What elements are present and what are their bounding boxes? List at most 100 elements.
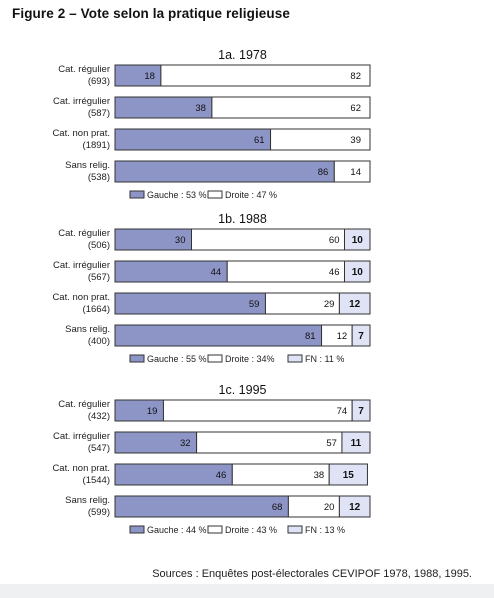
legend-label-gauche: Gauche : 53 % xyxy=(147,190,207,200)
data-label-gauche: 38 xyxy=(195,103,206,114)
category-count: (693) xyxy=(88,76,110,87)
category-count: (538) xyxy=(88,172,110,183)
bar-fn xyxy=(338,495,371,518)
bar-droite xyxy=(196,431,343,454)
data-label-fn: 10 xyxy=(352,267,364,278)
bar-gauche xyxy=(114,160,335,183)
bar-fn xyxy=(344,260,371,283)
bar-fn xyxy=(341,431,371,454)
category-count: (587) xyxy=(88,108,110,119)
bar-fn xyxy=(338,292,371,315)
data-label-droite: 12 xyxy=(337,331,348,342)
data-label-gauche: 32 xyxy=(180,438,191,449)
data-label-droite: 14 xyxy=(350,167,361,178)
bar-droite xyxy=(211,96,371,119)
category-label: Cat. régulier xyxy=(58,399,110,410)
data-label-gauche: 81 xyxy=(305,331,316,342)
data-label-droite: 20 xyxy=(324,502,335,513)
data-label-gauche: 30 xyxy=(175,235,186,246)
data-label-fn: 11 xyxy=(351,438,362,449)
category-count: (547) xyxy=(88,443,110,454)
data-label-droite: 82 xyxy=(350,71,361,82)
panel-title: 1b. 1988 xyxy=(218,212,267,226)
source-note: Sources : Enquêtes post-électorales CEVI… xyxy=(152,568,472,580)
legend-swatch-droite xyxy=(207,525,223,534)
category-label: Sans relig. xyxy=(65,160,110,171)
category-label: Cat. non prat. xyxy=(52,128,110,139)
data-label-droite: 62 xyxy=(350,103,361,114)
category-count: (432) xyxy=(88,411,110,422)
panel-title: 1c. 1995 xyxy=(219,383,267,397)
category-count: (599) xyxy=(88,507,110,518)
data-label-droite: 46 xyxy=(329,267,340,278)
legend-label-droite: Droite : 43 % xyxy=(225,525,277,535)
legend-swatch-gauche xyxy=(129,525,145,534)
category-count: (1891) xyxy=(83,140,110,151)
bar-droite xyxy=(270,128,371,151)
bar-droite xyxy=(160,64,371,87)
category-count: (400) xyxy=(88,336,110,347)
legend-swatch-fn xyxy=(287,354,303,363)
category-count: (1664) xyxy=(83,304,110,315)
category-label: Cat. non prat. xyxy=(52,463,110,474)
bar-droite xyxy=(191,228,345,251)
data-label-droite: 29 xyxy=(324,299,335,310)
category-label: Cat. irrégulier xyxy=(53,96,110,107)
bar-fn xyxy=(344,228,371,251)
data-label-gauche: 68 xyxy=(272,502,283,513)
category-label: Cat. irrégulier xyxy=(53,260,110,271)
bar-fn xyxy=(351,324,371,347)
data-label-gauche: 46 xyxy=(216,470,227,481)
category-label: Cat. régulier xyxy=(58,64,110,75)
data-label-droite: 39 xyxy=(350,135,361,146)
legend-swatch-droite xyxy=(207,354,223,363)
legend-swatch-droite xyxy=(207,190,223,199)
bar-gauche xyxy=(114,292,266,315)
data-label-gauche: 44 xyxy=(211,267,222,278)
legend-label-gauche: Gauche : 44 % xyxy=(147,525,207,535)
panel-title: 1a. 1978 xyxy=(218,48,267,62)
data-label-droite: 57 xyxy=(326,438,337,449)
data-label-droite: 74 xyxy=(337,406,348,417)
data-label-gauche: 61 xyxy=(254,135,265,146)
category-label: Sans relig. xyxy=(65,495,110,506)
data-label-gauche: 19 xyxy=(147,406,158,417)
data-label-gauche: 86 xyxy=(318,167,329,178)
legend-label-droite: Droite : 34% xyxy=(225,354,275,364)
data-label-gauche: 18 xyxy=(144,71,155,82)
bar-fn xyxy=(328,463,368,486)
category-label: Sans relig. xyxy=(65,324,110,335)
bar-fn xyxy=(351,399,371,422)
legend-label-droite: Droite : 47 % xyxy=(225,190,277,200)
data-label-droite: 60 xyxy=(329,235,340,246)
data-label-gauche: 59 xyxy=(249,299,260,310)
data-label-fn: 7 xyxy=(358,331,364,342)
category-label: Cat. régulier xyxy=(58,228,110,239)
category-count: (1544) xyxy=(83,475,110,486)
figure-title: Figure 2 – Vote selon la pratique religi… xyxy=(12,6,290,21)
category-label: Cat. non prat. xyxy=(52,292,110,303)
legend-swatch-fn xyxy=(287,525,303,534)
bar-gauche xyxy=(114,463,233,486)
category-count: (567) xyxy=(88,272,110,283)
bar-droite xyxy=(162,399,353,422)
data-label-fn: 7 xyxy=(358,406,364,417)
legend-swatch-gauche xyxy=(129,354,145,363)
legend-label-gauche: Gauche : 55 % xyxy=(147,354,207,364)
category-label: Cat. irrégulier xyxy=(53,431,110,442)
bar-gauche xyxy=(114,324,323,347)
bar-gauche xyxy=(114,495,289,518)
footer-strip xyxy=(0,584,494,598)
legend-swatch-gauche xyxy=(129,190,145,199)
data-label-fn: 15 xyxy=(343,470,355,481)
legend-label-fn: FN : 11 % xyxy=(305,354,344,364)
legend-label-fn: FN : 13 % xyxy=(305,525,345,535)
data-label-fn: 12 xyxy=(349,299,361,310)
data-label-fn: 12 xyxy=(349,502,361,513)
category-count: (506) xyxy=(88,240,110,251)
bar-gauche xyxy=(114,128,272,151)
data-label-droite: 38 xyxy=(314,470,325,481)
bar-droite xyxy=(333,160,371,183)
data-label-fn: 10 xyxy=(352,235,364,246)
